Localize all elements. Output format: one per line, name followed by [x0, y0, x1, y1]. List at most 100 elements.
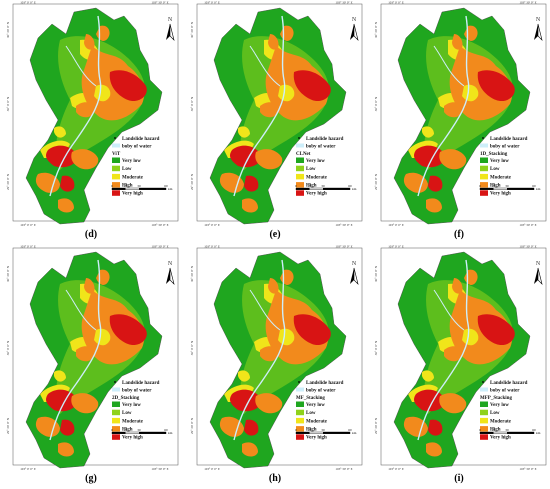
study-area [394, 252, 530, 468]
legend-class-label: Moderate [122, 419, 144, 424]
latitude-label: 29° 30′ 0″ N [190, 173, 194, 190]
scale-tick: 15 [308, 428, 312, 432]
latitude-label: 30° 30′ 0″ N [374, 265, 378, 282]
scale-tick: 0 [479, 184, 481, 188]
latitude-label: 30° 0′ 0″ N [6, 96, 10, 111]
longitude-label: 103° 30′ 0″ E [519, 223, 536, 227]
legend-class-label: Low [490, 167, 500, 172]
high-zone [260, 102, 279, 118]
panel-caption: (f) [454, 229, 464, 240]
latitude-label: 29° 30′ 0″ N [190, 417, 194, 434]
high-zone [452, 34, 463, 50]
river [249, 45, 281, 87]
moderate-zone [54, 126, 66, 138]
river [417, 259, 470, 441]
very-high-zone [60, 419, 75, 436]
study-area [26, 8, 162, 224]
moderate-zone [278, 84, 295, 102]
moderate-zone [54, 370, 66, 382]
latitude-label: 30° 0′ 0″ N [6, 340, 10, 355]
scale-tick: 60 [348, 184, 352, 188]
scale-unit: km [168, 431, 173, 435]
latitude-label: 30° 0′ 0″ N [190, 340, 194, 355]
north-arrow: N [534, 261, 543, 285]
legend: Landslide hazard boby of water MFP_Stackin… [480, 381, 528, 441]
legend-class-label: Very high [490, 192, 511, 197]
study-area [210, 252, 346, 468]
legend-class-label: Low [306, 167, 316, 172]
legend: Landslide hazard boby of water 2D_Stacking… [112, 381, 160, 441]
north-label: N [352, 261, 357, 267]
legend-class-label: High [490, 184, 501, 189]
very-high-zone [244, 419, 259, 436]
study-area [26, 252, 162, 468]
legend: Landslide hazard boby of water 1D_Stacking… [480, 137, 528, 197]
high-zone [84, 278, 95, 294]
legend-class-label: Very low [306, 403, 325, 408]
high-zone [255, 393, 283, 414]
hazard-point-icon [298, 381, 300, 383]
legend-class-label: Moderate [306, 175, 328, 180]
longitude-label: 103° 0′ 0″ E [388, 1, 404, 5]
scale-tick: 30 [321, 184, 325, 188]
legend-class-label: High [122, 184, 133, 189]
class-swatch [112, 409, 120, 416]
high-zone [439, 393, 467, 414]
very-high-zone [60, 175, 75, 192]
scale-unit: km [168, 187, 173, 191]
longitude-label: 103° 30′ 0″ E [151, 1, 168, 5]
very-high-zone [477, 314, 515, 346]
map-panel: 103° 0′ 0″ E 103° 30′ 0″ E 103° 0′ 0″ E 103… [184, 0, 366, 244]
scale-tick: 60 [532, 428, 536, 432]
moderate-zone [94, 84, 111, 102]
latitude-label: 29° 30′ 0″ N [6, 173, 10, 190]
legend: Landslide hazard boby of water MF_Stacking… [296, 381, 344, 441]
legend: Landslide hazard boby of water CLNet Very l… [296, 137, 344, 197]
legend-class-label: Very low [122, 403, 141, 408]
latitude-label: 29° 30′ 0″ N [374, 173, 378, 190]
scale-tick: 30 [321, 428, 325, 432]
panel-caption: (e) [269, 229, 281, 240]
legend-water-label: boby of water [490, 389, 520, 394]
scale-tick: 60 [532, 184, 536, 188]
scale-tick: 0 [295, 428, 297, 432]
north-label: N [168, 17, 173, 23]
hazard-map: 103° 0′ 0″ E 103° 30′ 0″ E 103° 0′ 0″ E 103… [190, 245, 363, 471]
very-high-zone [477, 70, 515, 102]
legend-class-label: Very low [490, 403, 509, 408]
class-swatch [480, 165, 488, 172]
legend-class-label: Very low [122, 159, 141, 164]
high-zone [71, 393, 99, 414]
scale-tick: 0 [111, 184, 113, 188]
river [65, 45, 97, 87]
longitude-label: 103° 30′ 0″ E [519, 245, 536, 249]
legend-water-label: boby of water [122, 389, 152, 394]
legend-model-title: MF_Stacking [296, 396, 325, 401]
hazard-point-icon [298, 137, 300, 139]
area-boundary [209, 7, 347, 225]
river [49, 15, 102, 197]
class-swatch [296, 401, 304, 407]
high-zone [452, 278, 463, 294]
moderate-zone [278, 328, 295, 346]
longitude-label: 103° 0′ 0″ E [388, 223, 404, 227]
legend-hazard-label: Landslide hazard [122, 381, 160, 386]
area-boundary [25, 251, 163, 469]
scale-tick: 60 [164, 428, 168, 432]
moderate-zone [422, 126, 434, 138]
river [65, 289, 97, 331]
legend-water-label: boby of water [490, 145, 520, 150]
high-zone [76, 346, 95, 362]
panel-caption: (g) [85, 473, 97, 484]
scale-unit: km [352, 431, 357, 435]
high-zone [260, 346, 279, 362]
high-zone [219, 416, 244, 437]
legend-class-label: Very high [306, 192, 327, 197]
class-swatch [112, 173, 120, 180]
river [249, 289, 281, 331]
high-zone [84, 34, 95, 50]
